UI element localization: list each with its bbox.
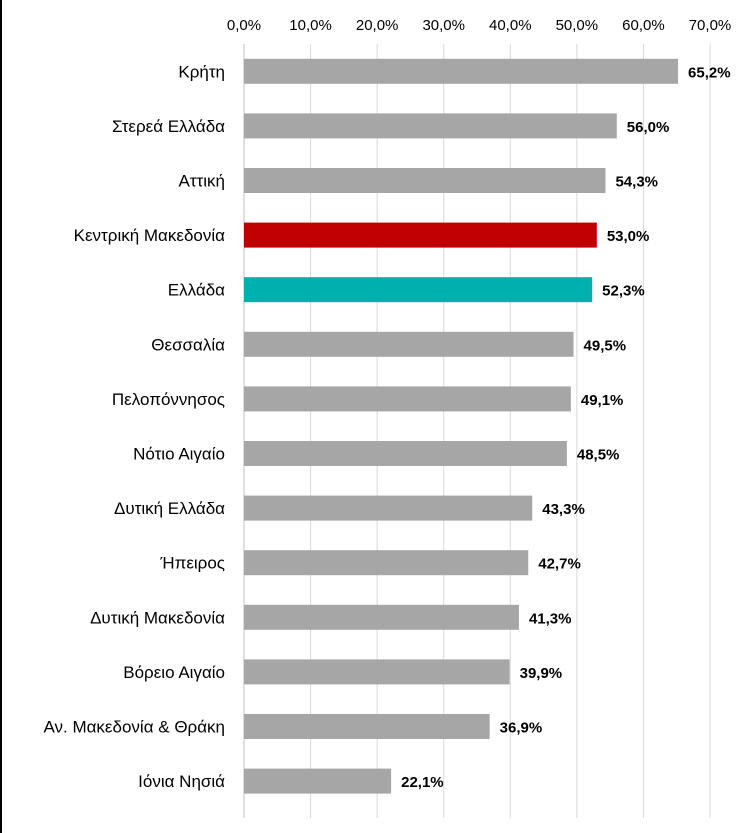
category-label: Στερεά Ελλάδα <box>112 117 225 136</box>
bar <box>244 714 490 739</box>
data-label: 54,3% <box>615 174 658 191</box>
data-label: 52,3% <box>602 283 645 300</box>
x-tick-label: 20,0% <box>356 17 399 34</box>
data-label: 41,3% <box>529 610 572 627</box>
bar <box>244 113 617 139</box>
data-label: 56,0% <box>627 119 670 136</box>
category-label: Αττική <box>178 172 225 191</box>
bar <box>244 277 593 303</box>
data-label: 65,2% <box>688 64 731 81</box>
category-label: Ήπειρος <box>159 554 225 573</box>
category-label: Νότιο Αιγαίο <box>133 445 225 464</box>
bar <box>244 386 571 412</box>
bar <box>244 495 533 521</box>
category-label: Ιόνια Νησιά <box>138 772 225 791</box>
bar <box>244 331 574 357</box>
data-label: 49,1% <box>581 392 624 409</box>
data-label: 49,5% <box>584 337 627 354</box>
x-tick-label: 10,0% <box>289 17 332 34</box>
bar <box>244 168 606 193</box>
bar <box>244 768 392 794</box>
bars <box>244 58 679 794</box>
bar <box>244 441 567 466</box>
data-label: 22,1% <box>401 774 444 791</box>
data-label: 48,5% <box>577 447 620 464</box>
category-label: Κρήτη <box>178 62 225 81</box>
category-label: Πελοπόννησος <box>112 390 225 409</box>
bar <box>244 222 597 248</box>
x-tick-label: 0,0% <box>227 17 261 34</box>
data-label: 42,7% <box>538 556 581 573</box>
bar <box>244 659 510 685</box>
category-label: Δυτική Ελλάδα <box>114 499 225 518</box>
data-label: 36,9% <box>500 720 543 737</box>
bar <box>244 604 519 630</box>
x-axis-ticks: 0,0% 10,0% 20,0% 30,0% 40,0% 50,0% 60,0% 70,0% <box>227 17 731 34</box>
category-labels: Κρήτη Στερεά Ελλάδα Αττική Κεντρική Μακεδον… <box>43 62 225 791</box>
data-label: 53,0% <box>607 228 650 245</box>
bar <box>244 58 679 84</box>
x-tick-label: 70,0% <box>689 17 732 34</box>
category-label: Ελλάδα <box>168 281 225 300</box>
x-tick-label: 40,0% <box>489 17 532 34</box>
bar <box>244 550 529 576</box>
category-label: Θεσσαλία <box>151 335 225 354</box>
category-label: Κεντρική Μακεδονία <box>74 226 226 245</box>
data-label: 43,3% <box>542 501 585 518</box>
category-label: Δυτική Μακεδονία <box>90 608 225 627</box>
gridlines <box>243 44 711 818</box>
data-labels: 65,2% 56,0% 54,3% 53,0% 52,3% 49,5% 49,1% 48,5%… <box>401 64 730 791</box>
category-label: Βόρειο Αιγαίο <box>123 663 225 682</box>
x-tick-label: 50,0% <box>556 17 599 34</box>
x-tick-label: 60,0% <box>622 17 665 34</box>
x-tick-label: 30,0% <box>422 17 465 34</box>
data-label: 39,9% <box>520 665 563 682</box>
category-label: Αν. Μακεδονία & Θράκη <box>43 718 225 737</box>
